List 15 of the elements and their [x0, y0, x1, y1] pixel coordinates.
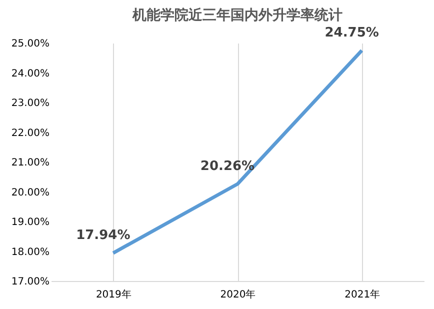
- x-tick-label: 2020年: [220, 288, 256, 300]
- x-tick-label: 2019年: [96, 288, 132, 300]
- y-tick-label: 25.00%: [11, 38, 50, 50]
- y-tick-label: 17.00%: [11, 276, 50, 288]
- y-tick-label: 22.00%: [11, 128, 50, 139]
- chart-title: 机能学院近三年国内外升学率统计: [132, 6, 342, 24]
- y-tick-label: 18.00%: [11, 246, 50, 258]
- x-tick-label: 2021年: [344, 288, 380, 300]
- y-tick-label: 21.00%: [11, 158, 50, 168]
- y-tick-label: 24.00%: [11, 68, 50, 80]
- data-label: 24.75%: [324, 25, 379, 40]
- data-label: 17.94%: [76, 228, 130, 244]
- y-tick-label: 19.00%: [11, 217, 50, 228]
- y-tick-label: 20.00%: [11, 187, 50, 198]
- y-tick-label: 23.00%: [11, 98, 50, 109]
